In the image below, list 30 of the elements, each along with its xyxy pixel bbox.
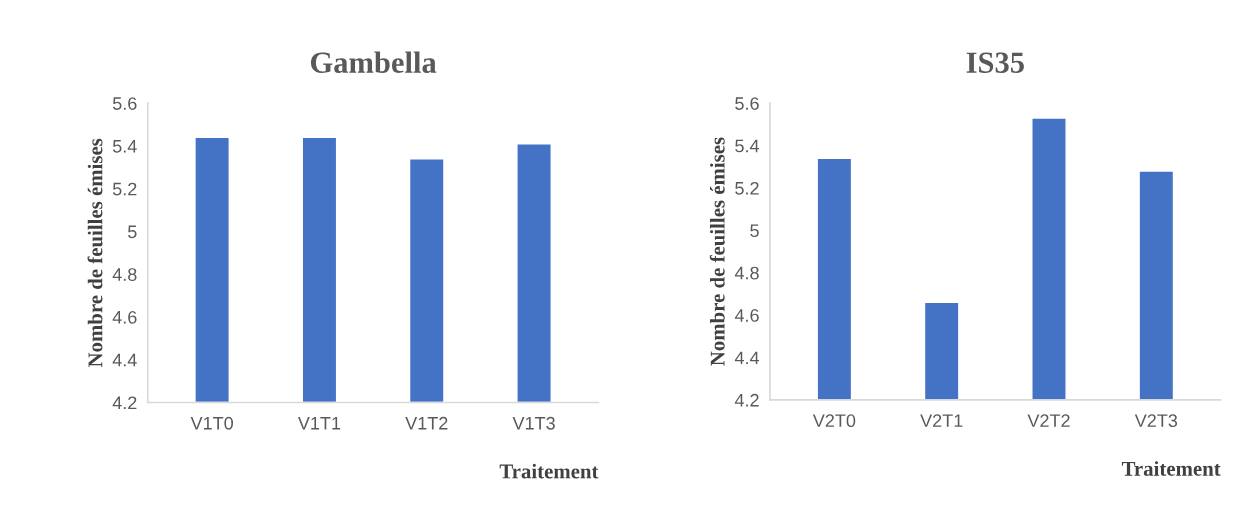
y-tick-label: 4.8 — [734, 266, 759, 280]
y-tick-label: 4.6 — [734, 309, 759, 322]
y-tick-label: 5.6 — [735, 97, 759, 110]
y-tick-label: 4.4 — [734, 351, 760, 365]
y-axis-title: Nombre de feuilles émises — [87, 138, 103, 368]
y-tick-label: 4.2 — [734, 393, 759, 407]
x-tick-label: V2T1 — [920, 414, 963, 427]
x-tick-label: V1T3 — [512, 416, 555, 430]
x-tick-label: V2T0 — [812, 414, 856, 428]
y-tick-label: 5 — [128, 225, 137, 239]
x-tick-label: V1T1 — [297, 417, 341, 430]
chart-title: Gambella — [310, 51, 437, 73]
y-tick-label: 5.2 — [112, 182, 137, 196]
y-tick-label: 4.2 — [112, 396, 137, 410]
x-axis-title: Traitement — [499, 463, 599, 479]
y-tick-label: 5.4 — [112, 140, 137, 153]
y-tick-label: 4.4 — [112, 353, 137, 367]
y-tick-label: 5 — [750, 224, 759, 238]
x-tick-label: V1T0 — [190, 416, 233, 430]
y-tick-label: 5.2 — [735, 181, 759, 195]
x-tick-label: V1T2 — [405, 416, 448, 430]
y-tick-label: 5.4 — [735, 139, 760, 153]
chart-title: IS35 — [966, 52, 1024, 73]
x-tick-label: V2T2 — [1027, 414, 1070, 427]
y-tick-label: 4.6 — [112, 310, 137, 324]
x-tick-label: V2T3 — [1134, 414, 1178, 428]
x-axis-title: Traitement — [1121, 461, 1221, 476]
y-tick-label: 5.6 — [112, 97, 137, 110]
y-tick-label: 4.8 — [112, 268, 137, 281]
y-axis-title: Nombre de feuilles émises — [709, 137, 725, 366]
